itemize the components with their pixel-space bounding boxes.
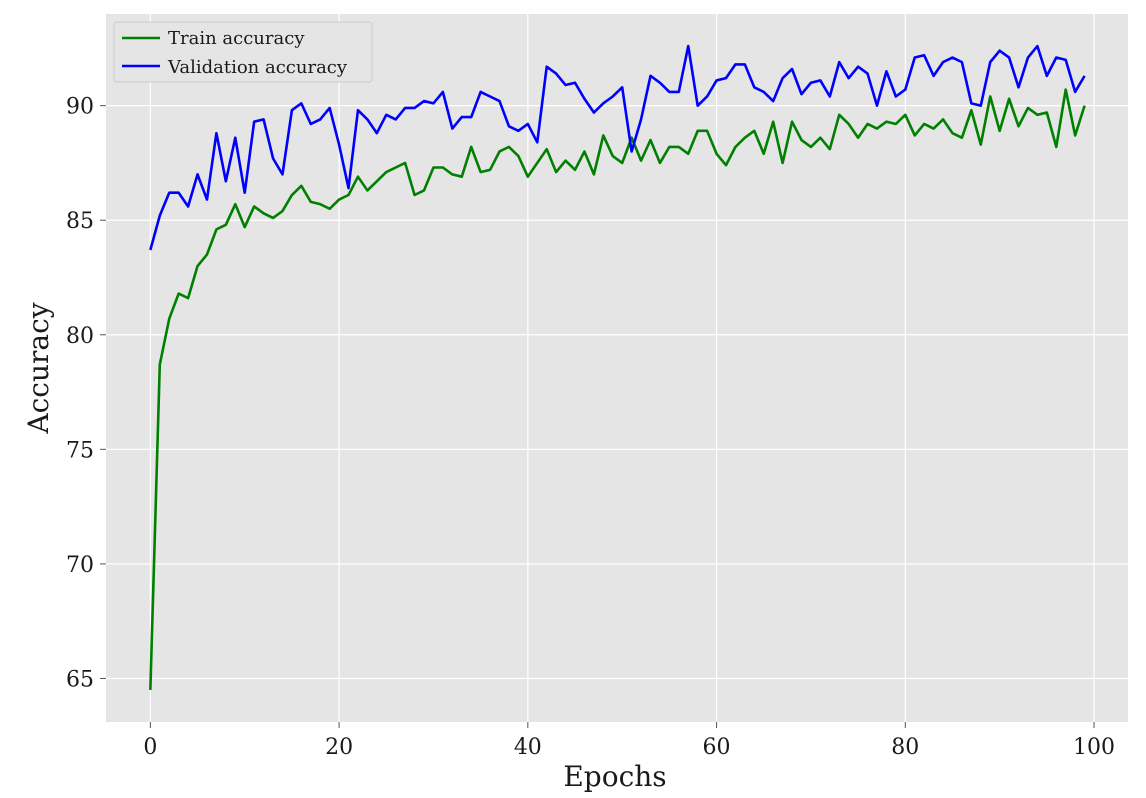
x-tick-label: 40 bbox=[514, 735, 542, 760]
y-axis-title: Accuracy bbox=[22, 302, 55, 434]
y-tick-label: 70 bbox=[66, 553, 94, 578]
series-line-train-accuracy bbox=[149, 88, 1086, 690]
plot-background bbox=[106, 14, 1128, 722]
x-tick-label: 0 bbox=[143, 735, 157, 760]
x-tick-label: 20 bbox=[325, 735, 353, 760]
grid-lines bbox=[106, 14, 1128, 722]
y-tick-label: 80 bbox=[66, 324, 94, 349]
y-tick-label: 85 bbox=[66, 209, 94, 234]
x-axis-title: Epochs bbox=[563, 760, 666, 793]
legend: Train accuracy Validation accuracy bbox=[113, 21, 373, 83]
series-line-validation-accuracy bbox=[149, 44, 1086, 251]
legend-label-train: Train accuracy bbox=[168, 28, 305, 49]
y-tick-label: 75 bbox=[66, 438, 94, 463]
x-tick-label: 60 bbox=[703, 735, 731, 760]
legend-box bbox=[113, 21, 373, 83]
y-tick-label: 90 bbox=[66, 95, 94, 120]
series-lines bbox=[149, 44, 1086, 690]
x-tick-label: 100 bbox=[1073, 735, 1115, 760]
x-tick-label: 80 bbox=[891, 735, 919, 760]
legend-label-validation: Validation accuracy bbox=[167, 57, 348, 78]
y-axis-ticks: 65 70 75 80 85 90 bbox=[66, 95, 106, 692]
y-tick-label: 65 bbox=[66, 667, 94, 692]
x-axis-ticks: 0 20 40 60 80 100 bbox=[143, 722, 1115, 760]
